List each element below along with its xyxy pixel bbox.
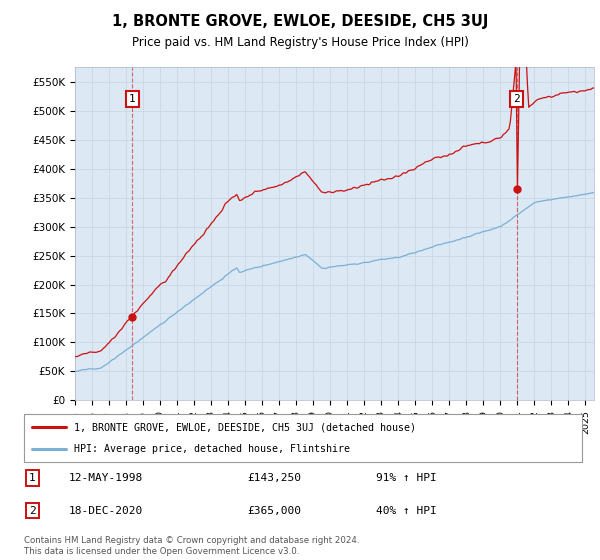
Text: 91% ↑ HPI: 91% ↑ HPI <box>376 473 436 483</box>
Text: Price paid vs. HM Land Registry's House Price Index (HPI): Price paid vs. HM Land Registry's House … <box>131 36 469 49</box>
Text: 18-DEC-2020: 18-DEC-2020 <box>68 506 143 516</box>
Text: Contains HM Land Registry data © Crown copyright and database right 2024.
This d: Contains HM Land Registry data © Crown c… <box>24 536 359 556</box>
Text: 1: 1 <box>129 94 136 104</box>
Text: 1, BRONTE GROVE, EWLOE, DEESIDE, CH5 3UJ (detached house): 1, BRONTE GROVE, EWLOE, DEESIDE, CH5 3UJ… <box>74 422 416 432</box>
Text: 40% ↑ HPI: 40% ↑ HPI <box>376 506 436 516</box>
Text: 12-MAY-1998: 12-MAY-1998 <box>68 473 143 483</box>
FancyBboxPatch shape <box>24 414 582 462</box>
Text: 1, BRONTE GROVE, EWLOE, DEESIDE, CH5 3UJ: 1, BRONTE GROVE, EWLOE, DEESIDE, CH5 3UJ <box>112 14 488 29</box>
Text: £143,250: £143,250 <box>247 473 301 483</box>
Text: 2: 2 <box>514 94 520 104</box>
Text: HPI: Average price, detached house, Flintshire: HPI: Average price, detached house, Flin… <box>74 444 350 454</box>
Text: 2: 2 <box>29 506 36 516</box>
Text: 1: 1 <box>29 473 36 483</box>
Text: £365,000: £365,000 <box>247 506 301 516</box>
